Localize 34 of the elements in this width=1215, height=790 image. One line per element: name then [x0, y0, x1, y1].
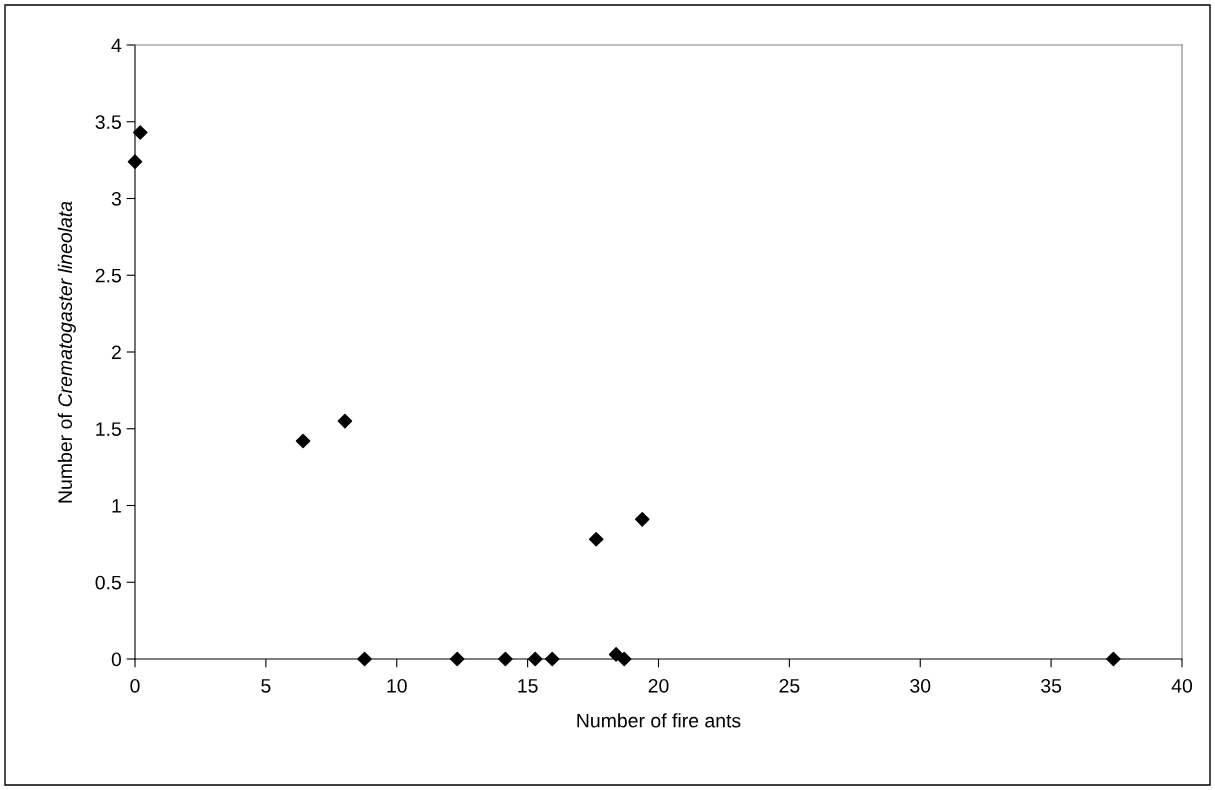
y-tick-label: 3	[111, 191, 121, 206]
y-tick-label: 1	[112, 499, 121, 513]
point	[608, 647, 624, 662]
point	[337, 413, 353, 429]
x-tick-label: 0	[130, 678, 140, 693]
y-tick-label: 0	[111, 652, 122, 667]
point	[449, 651, 465, 667]
x-tick-label: 30	[910, 678, 931, 693]
point	[588, 531, 604, 547]
y-axis-title: Number of Crematogaster lineolata	[57, 201, 76, 503]
point	[616, 651, 632, 667]
x-tick-label: 40	[1171, 678, 1193, 693]
point	[527, 651, 543, 667]
point	[295, 433, 311, 449]
y-tick-label: 1.5	[96, 422, 121, 436]
point	[357, 651, 372, 667]
x-tick-label: 20	[648, 678, 669, 693]
y-tick-label: 3.5	[95, 115, 121, 129]
y-tick-label: 2	[111, 345, 121, 360]
y-tick-label: 4	[111, 38, 122, 53]
x-tick-label: 15	[518, 679, 538, 693]
point	[132, 125, 148, 140]
y-tick-label: 2.5	[95, 268, 121, 283]
point	[1106, 651, 1121, 667]
point	[634, 512, 650, 527]
y-tick-label: 0.5	[95, 575, 121, 590]
x-tick-label: 35	[1041, 678, 1062, 693]
point	[544, 651, 560, 667]
x-tick-label: 25	[779, 678, 800, 693]
point	[127, 154, 143, 169]
x-tick-label: 5	[261, 679, 271, 693]
x-tick-label: 10	[387, 678, 407, 693]
x-axis-title: Number of fire ants	[577, 713, 741, 728]
point	[498, 651, 513, 667]
